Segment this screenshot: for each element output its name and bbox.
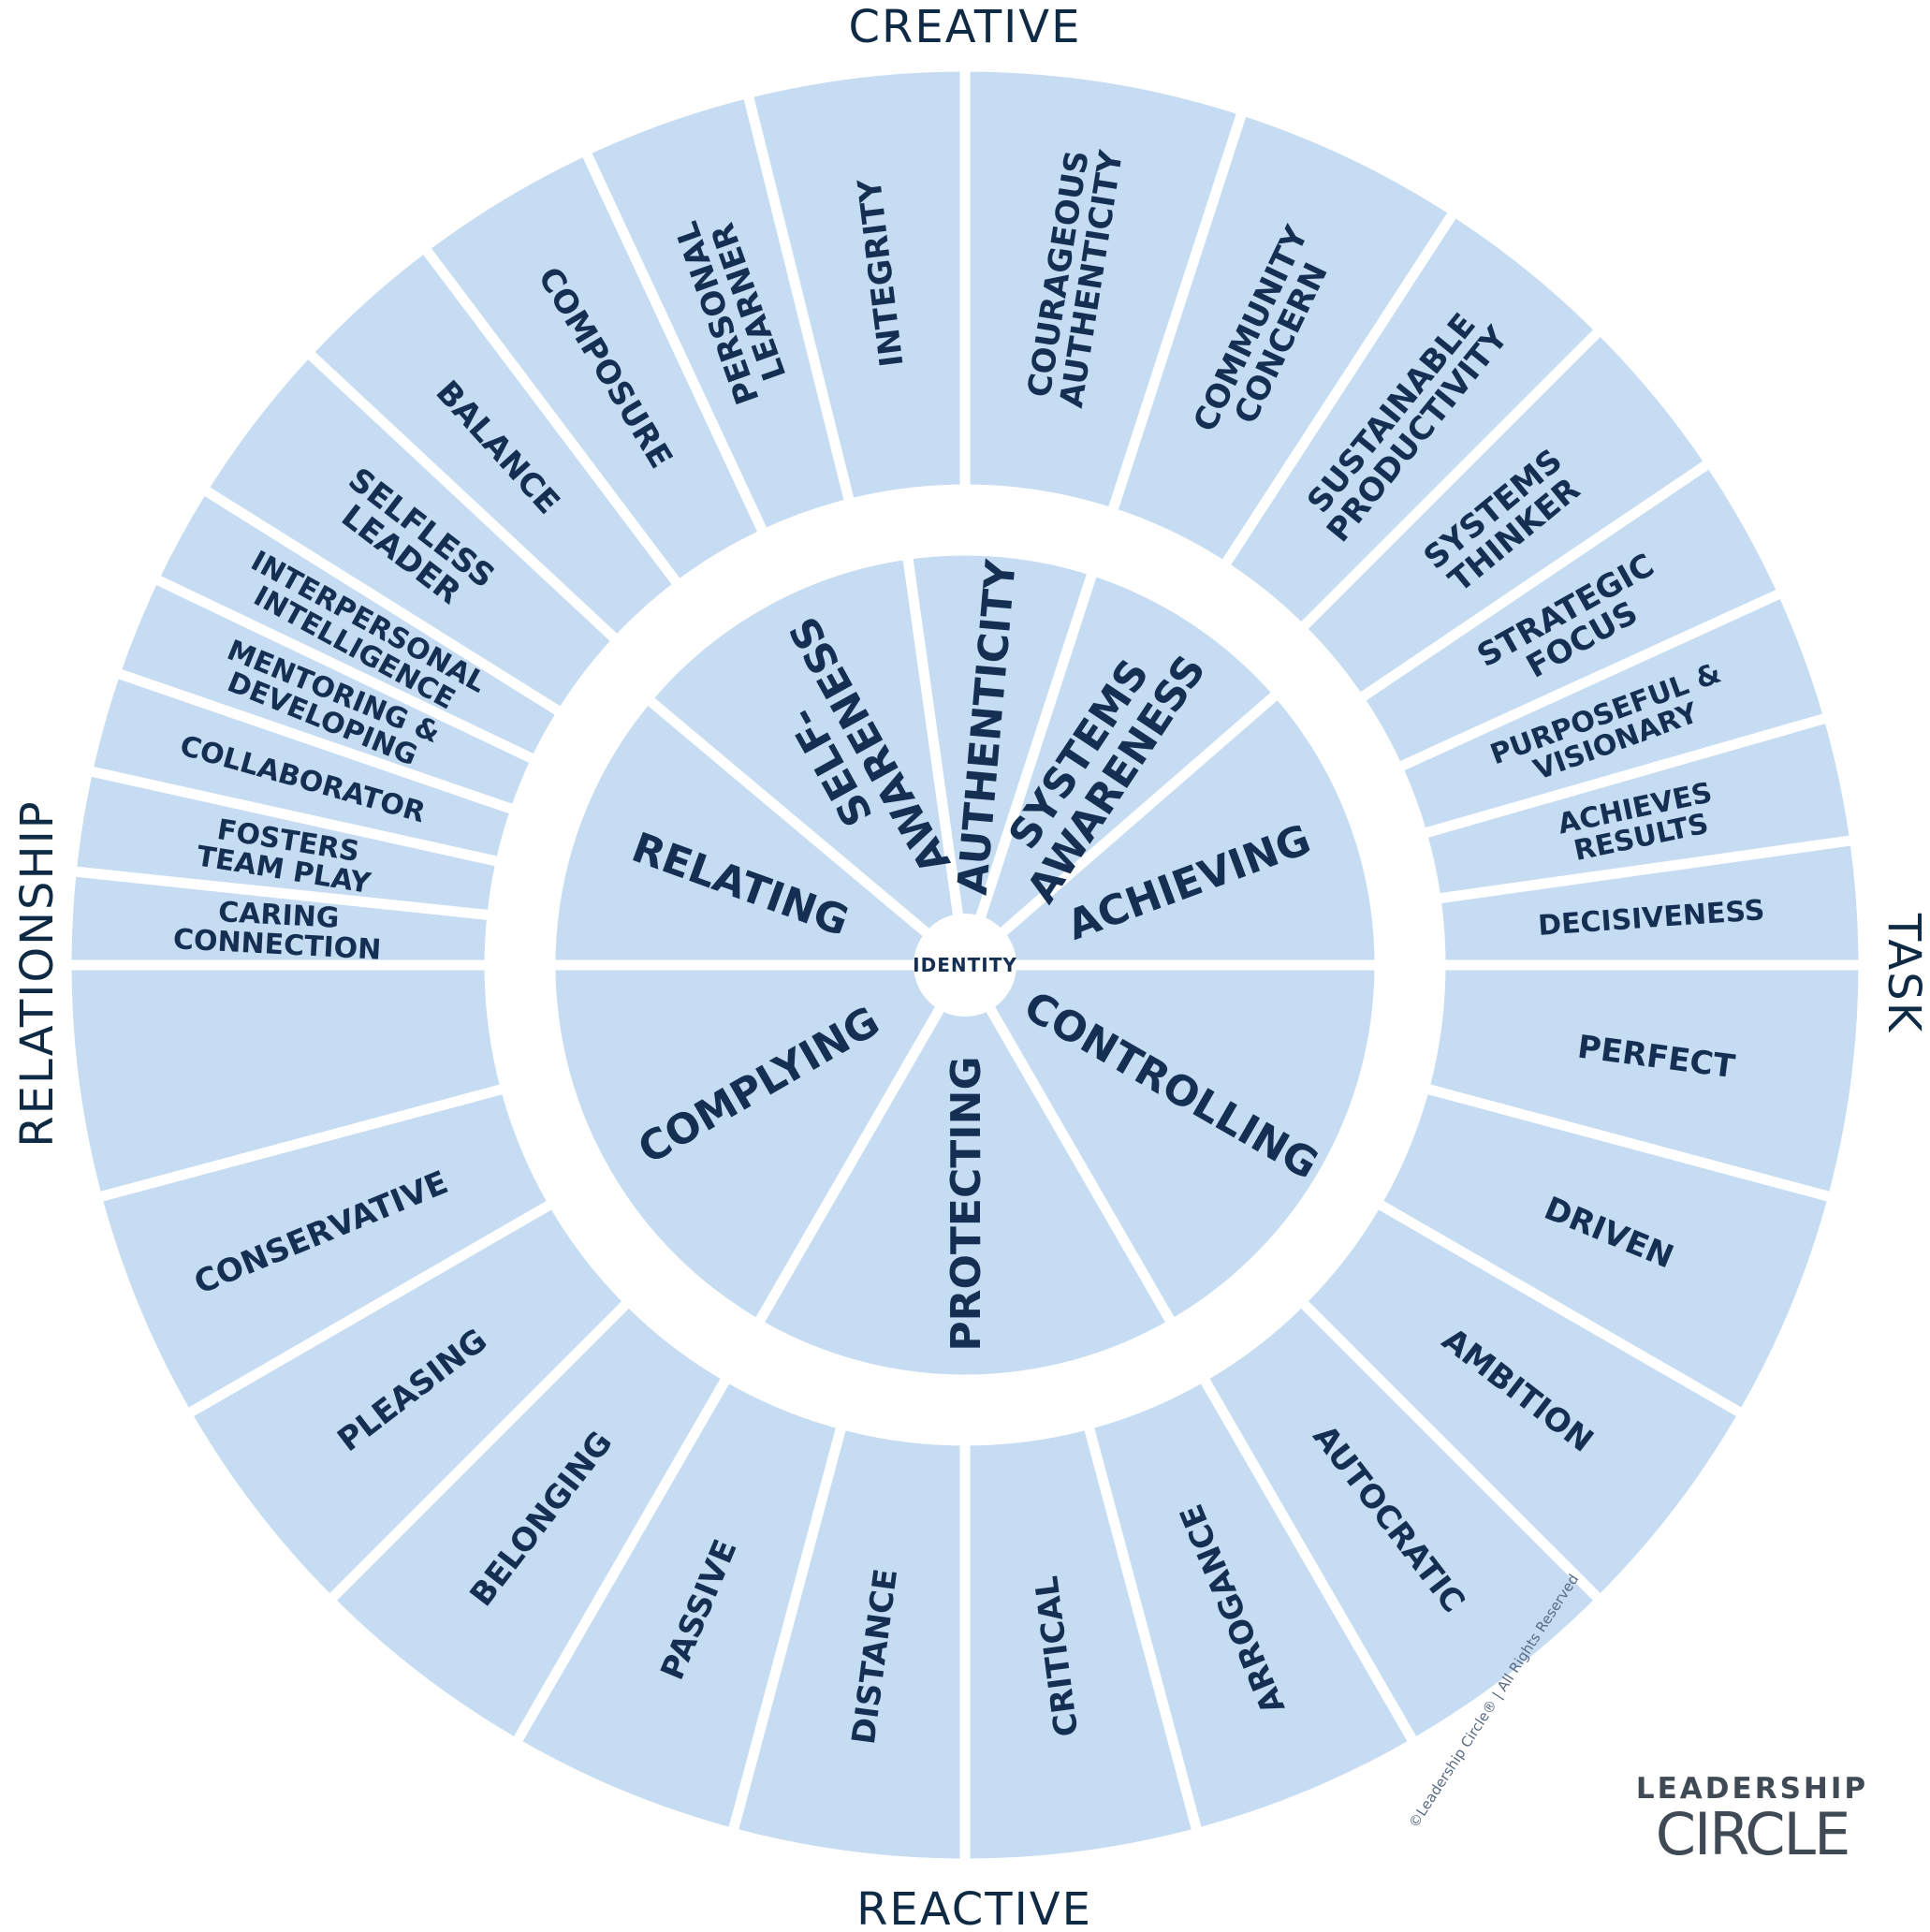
inner-segment-controlling xyxy=(956,959,1385,1332)
outer-segment-courageous-authenticity xyxy=(959,61,1250,520)
inner-segment-self-awareness xyxy=(639,549,972,978)
outer-segment-blank xyxy=(61,959,513,1205)
outer-ring: COURAGEOUSAUTHENTICITY COMMUNITYCONCERNSU… xyxy=(61,61,1869,1869)
logo-line-2: CIRCLE xyxy=(1655,1800,1851,1868)
axis-label-relationship: RELATIONSHIP xyxy=(11,799,64,1147)
axis-label-reactive: REACTIVE xyxy=(856,1883,1092,1932)
inner-segment-systems-awareness xyxy=(954,564,1286,982)
inner-segment-achieving xyxy=(951,685,1385,971)
inner-segment-protecting xyxy=(750,954,1180,1385)
axis-label-task: TASK xyxy=(1878,913,1930,1033)
leadership-circle-logo: LEADERSHIP CIRCLE xyxy=(1626,1772,1879,1864)
outer-segment-integrity xyxy=(741,61,971,510)
inner-ring: AUTHENTICITYSYSTEMSAWARENESSACHIEVINGCON… xyxy=(545,545,1385,1385)
center-identity-label: IDENTITY xyxy=(913,954,1017,976)
inner-label-protecting: PROTECTING xyxy=(943,1056,990,1351)
inner-segment-complying xyxy=(545,959,974,1332)
axis-label-creative: CREATIVE xyxy=(849,1,1082,53)
center-hub xyxy=(914,914,1016,1017)
logo-line-1: LEADERSHIP xyxy=(1635,1772,1869,1806)
inner-segment-relating xyxy=(545,691,980,971)
